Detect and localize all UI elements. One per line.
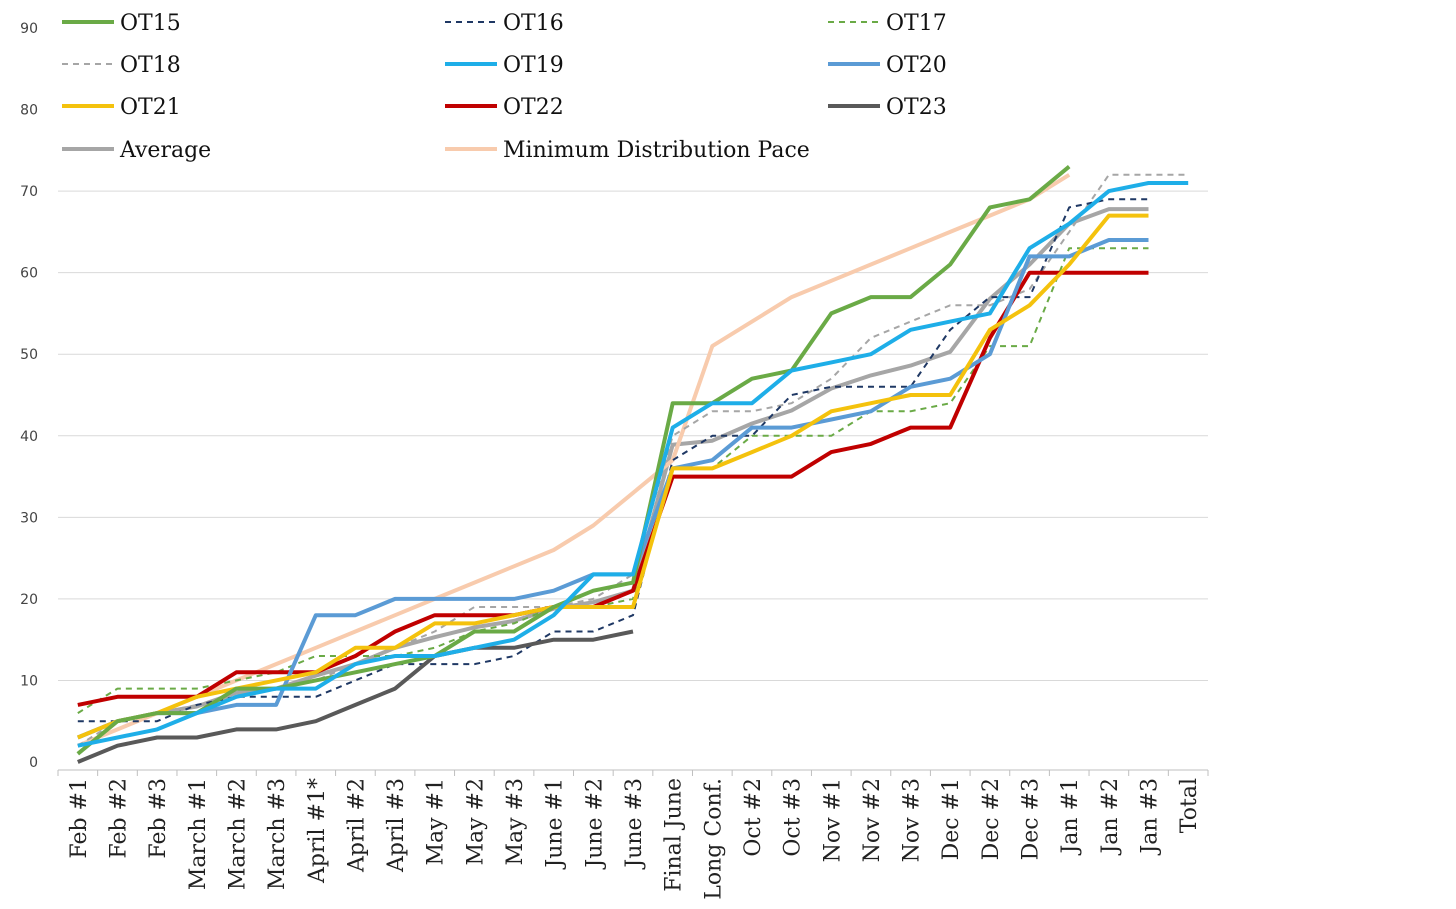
legend-label: OT21 (120, 95, 181, 120)
legend-label: OT17 (886, 11, 947, 36)
y-tick-label: 0 (29, 755, 38, 771)
x-axis: Feb #1 Feb #2 Feb #3 March #1 March #2 March … (57, 769, 1209, 900)
x-tick-label: Feb #2 (106, 778, 131, 859)
gridlines (58, 190, 1208, 681)
series-line-ot17 (77, 247, 1149, 714)
x-tick-label: Nov #1 (820, 778, 845, 862)
legend-label: OT16 (503, 11, 564, 36)
x-tick-label: Nov #3 (900, 778, 925, 862)
x-tick-label: May #3 (503, 778, 528, 866)
x-tick-label: June #2 (582, 778, 607, 870)
x-tick-label: Oct #2 (741, 778, 766, 857)
legend-label: OT15 (120, 11, 181, 36)
y-tick-label: 40 (20, 429, 38, 445)
series-line-ot16 (77, 198, 1149, 723)
legend-label: Minimum Distribution Pace (503, 138, 810, 163)
x-tick-label: Final June (662, 778, 687, 892)
y-axis-ticks: 0 10 20 30 40 50 60 70 80 90 (20, 21, 38, 771)
x-tick-label: Long Conf. (701, 778, 726, 900)
y-tick-label: 20 (20, 592, 38, 608)
legend-label: OT18 (120, 53, 181, 78)
x-tick-label: April #2 (344, 778, 369, 873)
y-tick-label: 80 (20, 103, 38, 119)
legend-label: OT19 (503, 53, 564, 78)
x-tick-label: Total (1177, 778, 1202, 833)
x-tick-label: Dec #1 (939, 778, 964, 860)
x-tick-label: Jan #1 (1058, 778, 1083, 856)
y-tick-label: 30 (20, 510, 38, 526)
x-tick-label: Nov #2 (860, 778, 885, 862)
x-tick-label: April #1* (305, 778, 330, 884)
series-line-ot18 (77, 173, 1189, 747)
x-tick-label: Feb #1 (67, 778, 92, 859)
x-tick-label: Dec #2 (979, 778, 1004, 860)
x-tick-label: April #3 (384, 778, 409, 873)
x-tick-label: March #3 (265, 778, 290, 890)
x-tick-label: June #3 (622, 778, 647, 870)
series-line-ot15 (76, 165, 1071, 756)
legend-label: OT20 (886, 53, 947, 78)
x-tick-label: Jan #3 (1138, 778, 1163, 856)
series-line-ot23 (77, 629, 634, 764)
x-tick-label: May #2 (463, 778, 488, 866)
x-tick-label: Jan #2 (1098, 778, 1123, 856)
series-line-ot22 (77, 270, 1149, 707)
y-tick-label: 50 (20, 347, 38, 363)
series-line-average (77, 207, 1149, 740)
series-line-ot19 (77, 181, 1189, 748)
x-tick-label: Feb #3 (146, 778, 171, 859)
y-tick-label: 70 (20, 184, 38, 200)
legend-label: OT23 (886, 95, 947, 120)
x-tick-label: Dec #3 (1019, 778, 1044, 860)
x-tick-label: June #1 (543, 778, 568, 870)
x-tick-label: March #1 (186, 778, 211, 890)
x-tick-label: May #1 (424, 778, 449, 866)
series-line-ot21 (77, 213, 1149, 740)
x-tick-label: March #2 (225, 778, 250, 890)
x-tick-label: Oct #3 (781, 778, 806, 857)
y-tick-label: 60 (20, 266, 38, 282)
legend-label: OT22 (503, 95, 564, 120)
y-tick-label: 10 (20, 673, 38, 689)
series-lines (76, 165, 1189, 764)
legend: OT15 OT16 OT17 OT18 OT19 OT20 OT21 OT22 OT23 Aver… (62, 11, 947, 163)
series-line-minimum-distribution-pace (77, 173, 1071, 748)
legend-label: Average (119, 138, 211, 163)
y-tick-label: 90 (20, 21, 38, 37)
